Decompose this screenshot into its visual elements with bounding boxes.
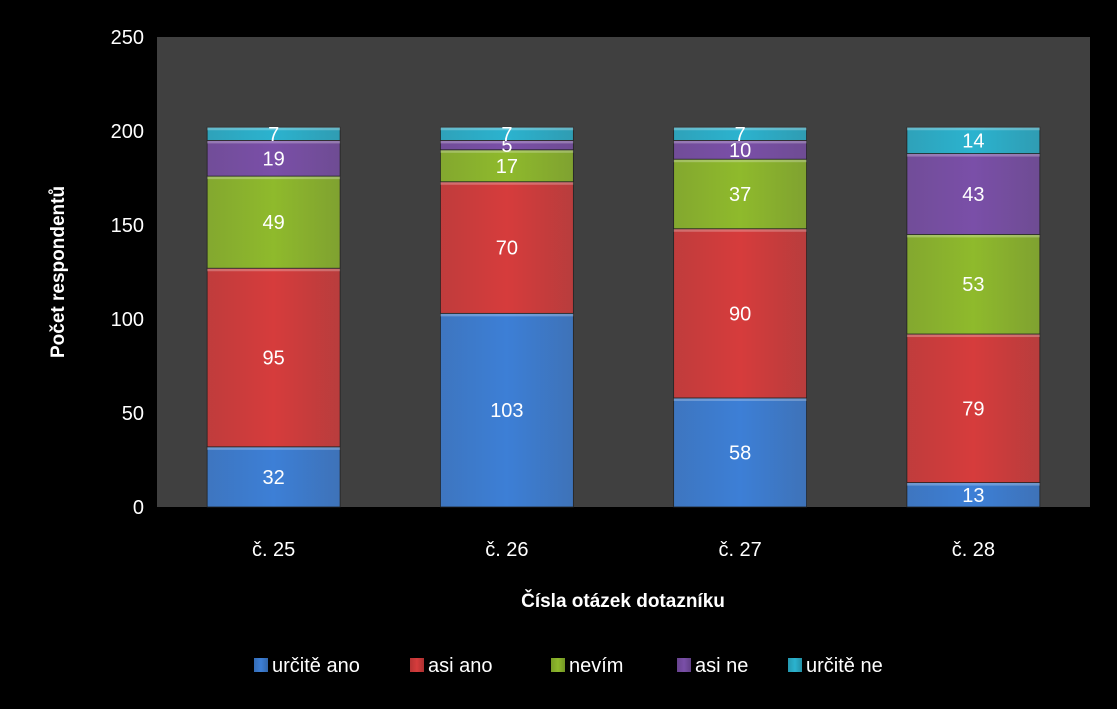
y-tick-label: 50 [122,403,144,425]
bar-segment-bevel [673,140,807,144]
y-axis-ticks: 0 50 100 150 200 250 [111,27,144,519]
x-tick-label: č. 26 [485,539,528,561]
bar-segment [206,175,341,269]
data-label: 95 [263,348,285,370]
data-label: 90 [729,303,751,325]
legend-swatch [551,658,565,672]
legend-label: asi ne [695,655,748,677]
bar-segment [439,312,574,508]
bar-segment [906,153,1041,235]
data-label: 5 [501,135,512,157]
bar-segment [439,181,574,314]
x-tick-label: č. 28 [952,539,995,561]
data-label: 13 [962,485,984,507]
bar-segment [673,228,808,399]
data-label: 79 [962,398,984,420]
bar-segment-bevel [673,228,807,232]
x-tick-label: č. 27 [718,539,761,561]
bar-segment-bevel [207,140,341,144]
y-tick-label: 200 [111,121,144,143]
data-label: 58 [729,442,751,464]
bar-segment [439,126,574,141]
bar-segment [906,482,1041,508]
bar-segment-bevel [440,313,574,317]
bar-segment [206,139,341,177]
y-tick-label: 150 [111,215,144,237]
bar-segment [206,267,341,448]
legend-swatch [677,658,691,672]
data-label: 70 [496,238,518,260]
bar-segment-bevel [440,140,574,144]
bar-segment-bevel [906,482,1040,486]
data-label: 37 [729,184,751,206]
bar-segment [673,397,808,508]
data-label: 103 [490,400,523,422]
bar-segment-bevel [906,234,1040,238]
bar-segment-bevel [440,181,574,185]
bar-segment [673,126,808,141]
legend-swatch [410,658,424,672]
bar-segment-bevel [207,268,341,272]
bar-segment-bevel [207,446,341,450]
data-label: 17 [496,156,518,178]
bar-segment [673,158,808,230]
bar-segment-bevel [207,127,341,131]
bar-segment-bevel [673,127,807,131]
data-label: 7 [735,124,746,146]
x-axis-ticks: č. 25 č. 26 č. 27 č. 28 [252,539,995,561]
bar-segment-bevel [440,127,574,131]
y-tick-label: 100 [111,309,144,331]
data-label: 43 [962,184,984,206]
bar-segment-bevel [673,397,807,401]
bar-segment [206,126,341,141]
data-label: 7 [268,124,279,146]
data-label: 7 [501,124,512,146]
y-tick-label: 250 [111,27,144,49]
legend: určitě ano asi ano nevím asi ne určitě ne [254,655,883,677]
data-label: 49 [263,212,285,234]
bar-segment-bevel [906,153,1040,157]
bar-segment [906,233,1041,335]
bar-segment-bevel [207,176,341,180]
legend-label: určitě ano [272,655,360,677]
x-tick-label: č. 25 [252,539,295,561]
bar-segment-bevel [906,334,1040,338]
x-axis-title: Čísla otázek dotazníku [521,590,725,612]
legend-label: určitě ne [806,655,883,677]
y-axis-title: Počet respondentů [48,186,69,358]
bar-segment-bevel [673,159,807,163]
bar-segment [906,126,1041,154]
data-label: 53 [962,274,984,296]
legend-label: asi ano [428,655,493,677]
legend-swatch [254,658,268,672]
data-label: 10 [729,140,751,162]
data-label: 32 [263,467,285,489]
data-label: 19 [263,148,285,170]
legend-label: nevím [569,655,623,677]
legend-swatch [788,658,802,672]
y-tick-label: 0 [133,497,144,519]
bar-segment [206,446,341,508]
bar-segment-bevel [906,127,1040,131]
bar-segment-bevel [440,149,574,153]
data-label: 14 [962,130,984,152]
bar-segment [439,149,574,183]
